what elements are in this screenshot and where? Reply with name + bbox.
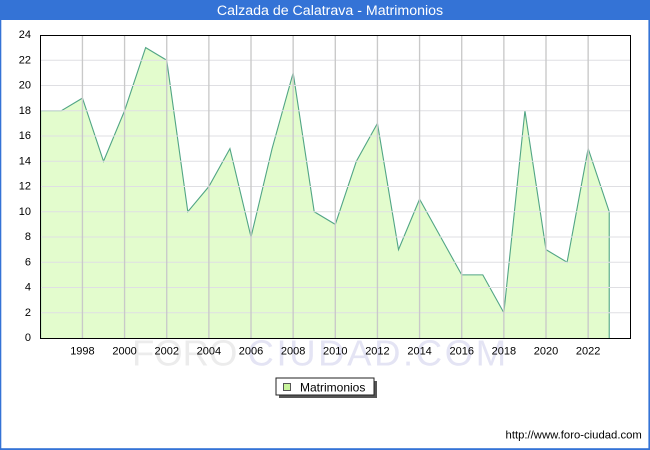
svg-text:6: 6: [25, 256, 31, 268]
svg-text:2000: 2000: [112, 345, 136, 357]
svg-text:http://www.foro-ciudad.com: http://www.foro-ciudad.com: [506, 430, 642, 442]
svg-text:2022: 2022: [576, 345, 600, 357]
svg-text:2006: 2006: [239, 345, 263, 357]
svg-text:2016: 2016: [449, 345, 473, 357]
svg-text:2018: 2018: [492, 345, 516, 357]
svg-text:CIUDAD.COM: CIUDAD.COM: [248, 333, 509, 374]
svg-text:2008: 2008: [281, 345, 305, 357]
svg-text:8: 8: [25, 231, 31, 243]
svg-text:2002: 2002: [154, 345, 178, 357]
svg-text:2: 2: [25, 307, 31, 319]
svg-text:16: 16: [19, 130, 31, 142]
svg-text:14: 14: [19, 155, 31, 167]
svg-text:2014: 2014: [407, 345, 431, 357]
svg-text:24: 24: [19, 29, 31, 41]
svg-text:20: 20: [19, 80, 31, 92]
svg-text:FORO: FORO: [132, 333, 237, 374]
svg-text:Matrimonios: Matrimonios: [300, 381, 365, 395]
svg-text:22: 22: [19, 54, 31, 66]
svg-text:18: 18: [19, 105, 31, 117]
svg-text:10: 10: [19, 206, 31, 218]
svg-text:2004: 2004: [197, 345, 221, 357]
svg-text:4: 4: [25, 282, 31, 294]
svg-text:2010: 2010: [323, 345, 347, 357]
svg-text:12: 12: [19, 181, 31, 193]
svg-text:Calzada de Calatrava - Matrimo: Calzada de Calatrava - Matrimonios: [217, 3, 443, 19]
svg-text:2020: 2020: [534, 345, 558, 357]
svg-text:1998: 1998: [70, 345, 94, 357]
svg-text:0: 0: [25, 332, 31, 344]
svg-text:2012: 2012: [365, 345, 389, 357]
